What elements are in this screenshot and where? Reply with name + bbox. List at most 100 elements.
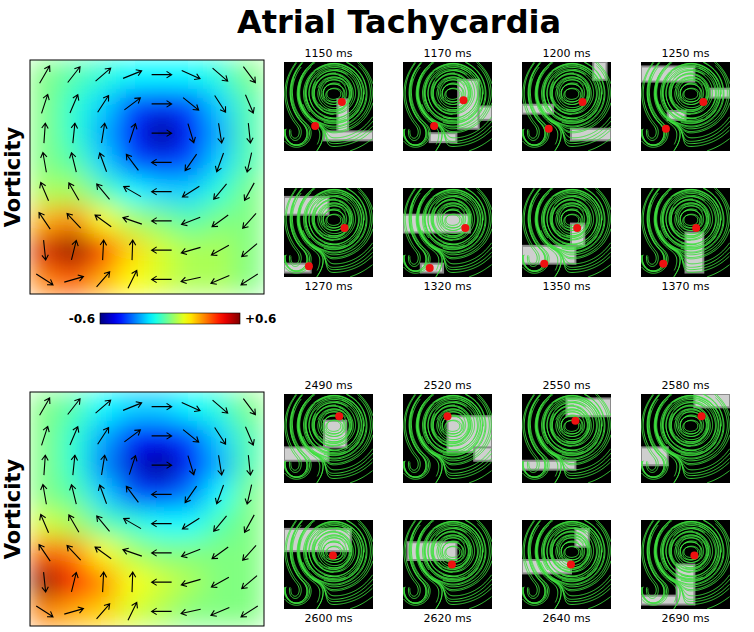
vector-arrow — [182, 186, 199, 197]
streamline — [417, 76, 491, 144]
phase-singularity — [329, 552, 337, 560]
streamline — [417, 70, 442, 151]
vector-arrow — [211, 245, 228, 255]
heatmap-cell — [206, 480, 236, 510]
heatmap-cell — [235, 236, 264, 266]
streamline — [420, 232, 492, 268]
heatmap-cell — [147, 177, 177, 207]
vector-arrow — [212, 547, 228, 559]
frame — [403, 520, 492, 609]
heatmap-plot — [30, 60, 264, 294]
vector-arrow — [152, 579, 172, 585]
streamline — [425, 397, 480, 452]
heatmap-cell — [59, 392, 89, 422]
streamline — [418, 414, 492, 465]
heatmap-cell — [235, 538, 264, 568]
heatmap-cell — [59, 206, 89, 236]
streamline — [544, 523, 599, 578]
vector-arrow — [40, 66, 50, 83]
heatmap-cell — [30, 119, 60, 149]
heatmap-cell — [176, 177, 206, 207]
frame-time-label: 2600 ms — [305, 612, 353, 625]
streamline — [675, 535, 707, 568]
heatmap-cell — [176, 451, 206, 481]
vector-arrow — [182, 403, 200, 412]
streamline — [536, 408, 610, 476]
streamline — [656, 188, 730, 263]
streamline — [537, 208, 611, 259]
streamline — [404, 193, 431, 273]
heatmap-cell — [30, 480, 60, 510]
vector-arrow — [39, 545, 50, 562]
vector-arrow — [182, 549, 201, 557]
streamline — [536, 202, 610, 270]
vector-arrow — [42, 572, 48, 592]
vector-arrow — [71, 572, 78, 591]
streamline — [663, 192, 719, 247]
phase-singularity — [579, 98, 587, 106]
heatmap-cell — [118, 538, 148, 568]
streamline — [536, 425, 610, 478]
streamline — [707, 265, 729, 277]
streamline — [662, 395, 722, 455]
vector-arrow — [124, 518, 141, 528]
streamline — [536, 528, 561, 609]
streamline — [323, 209, 344, 228]
heatmap-cell — [176, 206, 206, 236]
heatmap-cell — [176, 60, 206, 90]
streamline — [423, 64, 483, 124]
vector-arrow — [183, 430, 199, 443]
streamline — [544, 398, 600, 453]
streamline — [306, 398, 362, 453]
panel-group: Vorticity-0.6+0.62490 ms2520 ms2550 ms25… — [1, 379, 730, 632]
phase-singularity — [698, 412, 706, 420]
vector-arrow — [215, 153, 223, 172]
streamline — [301, 438, 373, 474]
streamline — [420, 438, 492, 474]
streamline — [523, 525, 550, 605]
vector-arrow — [181, 579, 200, 586]
frame-time-label: 2550 ms — [543, 379, 591, 392]
streamline — [537, 520, 611, 595]
streamline — [661, 64, 721, 124]
heatmap-cell — [206, 206, 236, 236]
streamline — [417, 219, 491, 272]
streamline — [431, 71, 475, 115]
streamline — [298, 219, 372, 272]
streamline — [418, 62, 492, 137]
vector-arrow — [36, 606, 53, 617]
streamline — [655, 70, 680, 151]
vector-arrow — [152, 462, 172, 468]
vector-field — [36, 66, 258, 288]
streamline — [539, 232, 611, 268]
streamline — [539, 438, 611, 474]
heatmap-cell — [235, 206, 264, 236]
streamline — [309, 399, 359, 449]
streamline — [666, 399, 716, 449]
streamline — [675, 409, 707, 442]
heatmap-cell — [30, 392, 60, 422]
streamline — [642, 67, 669, 147]
streamline — [661, 190, 721, 250]
streamline — [656, 62, 730, 137]
heatmap-cell — [118, 206, 148, 236]
streamline — [588, 597, 610, 609]
streamline — [662, 190, 720, 248]
streamline — [671, 73, 709, 112]
streamline — [542, 64, 602, 124]
streamline — [656, 520, 730, 595]
heatmap-cell — [206, 148, 236, 178]
vector-arrow — [42, 240, 48, 260]
streamline — [423, 396, 483, 456]
streamline — [469, 471, 491, 483]
heatmap-cell — [30, 451, 60, 481]
streamline — [656, 82, 730, 133]
streamline — [422, 62, 485, 126]
streamline — [655, 76, 729, 144]
streamline — [663, 524, 719, 579]
streamline — [418, 82, 492, 133]
phase-singularity — [335, 412, 343, 420]
vector-arrow — [243, 399, 255, 415]
vector-arrow — [243, 545, 256, 560]
heatmap-cell — [30, 148, 60, 178]
